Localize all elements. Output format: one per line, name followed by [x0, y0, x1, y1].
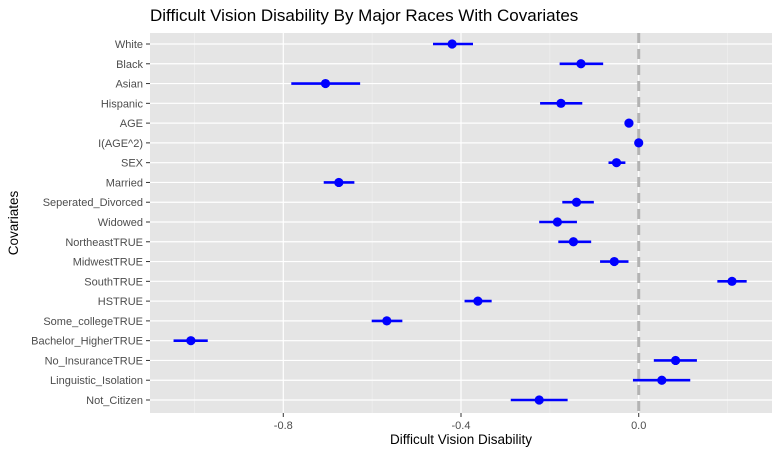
estimate-point: [473, 296, 483, 306]
points: [186, 39, 737, 405]
chart-title: Difficult Vision Disability By Major Rac…: [150, 6, 578, 25]
estimate-point: [382, 316, 392, 326]
y-tick-label: Bachelor_HigherTRUE: [31, 336, 143, 348]
y-tick-label: SouthTRUE: [84, 276, 143, 288]
y-tick-label: No_InsuranceTRUE: [45, 355, 143, 367]
y-tick-label: Not_Citizen: [86, 395, 143, 407]
y-tick-label: Asian: [115, 79, 143, 91]
estimate-point: [670, 355, 681, 366]
estimate-point: [320, 78, 331, 89]
estimate-point: [571, 197, 582, 207]
y-tick-label: Seperated_Divorced: [43, 197, 143, 209]
y-tick-label: NortheastTRUE: [65, 237, 143, 249]
y-ticks: [146, 43, 150, 401]
estimate-point: [609, 256, 619, 267]
x-ticks: [282, 413, 640, 417]
estimate-point: [534, 395, 544, 405]
y-tick-label: HSTRUE: [98, 296, 143, 308]
x-tick-label: -0.4: [452, 420, 471, 432]
x-tick-label: -0.8: [274, 420, 293, 432]
estimate-point: [657, 375, 667, 385]
y-tick-label: AGE: [120, 118, 143, 130]
y-tick-label: White: [115, 39, 143, 51]
estimate-point: [611, 158, 622, 168]
y-tick-label: Some_collegeTRUE: [43, 316, 143, 328]
y-tick-label: Widowed: [98, 217, 143, 229]
estimate-point: [727, 276, 737, 286]
estimate-point: [576, 59, 586, 69]
y-tick-label: Married: [106, 177, 143, 189]
estimate-point: [447, 39, 457, 49]
estimate-point: [568, 237, 579, 247]
y-tick-label: Linguistic_Isolation: [50, 375, 143, 387]
estimate-point: [552, 217, 563, 227]
x-tick-labels: -0.8 -0.4 0.0: [274, 420, 647, 432]
x-axis-label: Difficult Vision Disability: [390, 432, 532, 447]
x-tick-label: 0.0: [631, 420, 646, 432]
estimate-point: [334, 177, 344, 188]
y-tick-label: Hispanic: [101, 98, 144, 110]
estimate-point: [634, 138, 644, 148]
y-tick-labels: White Black Asian Hispanic AGE I(AGE^2) SEX Mar…: [31, 39, 144, 407]
y-tick-label: Black: [116, 59, 143, 71]
estimate-point: [556, 98, 566, 108]
estimate-point: [624, 118, 634, 128]
y-tick-label: I(AGE^2): [98, 138, 143, 150]
y-tick-label: SEX: [121, 158, 144, 170]
y-axis-label: Covariates: [6, 190, 21, 255]
gridlines: [150, 33, 772, 413]
y-tick-label: MidwestTRUE: [73, 257, 143, 269]
estimate-point: [186, 336, 196, 346]
